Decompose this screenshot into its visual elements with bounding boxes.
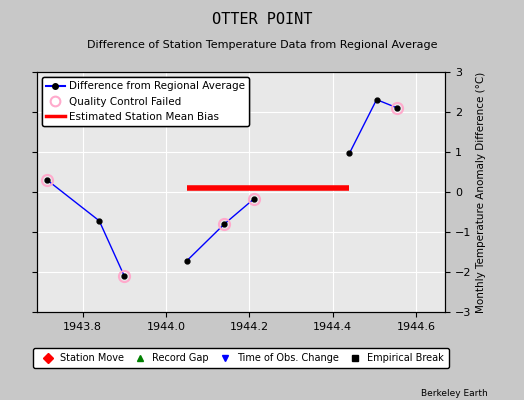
Legend: Station Move, Record Gap, Time of Obs. Change, Empirical Break: Station Move, Record Gap, Time of Obs. C… <box>33 348 449 368</box>
Text: Difference of Station Temperature Data from Regional Average: Difference of Station Temperature Data f… <box>87 40 437 50</box>
Legend: Difference from Regional Average, Quality Control Failed, Estimated Station Mean: Difference from Regional Average, Qualit… <box>42 77 249 126</box>
Text: OTTER POINT: OTTER POINT <box>212 12 312 27</box>
Text: Berkeley Earth: Berkeley Earth <box>421 389 487 398</box>
Y-axis label: Monthly Temperature Anomaly Difference (°C): Monthly Temperature Anomaly Difference (… <box>476 71 486 313</box>
